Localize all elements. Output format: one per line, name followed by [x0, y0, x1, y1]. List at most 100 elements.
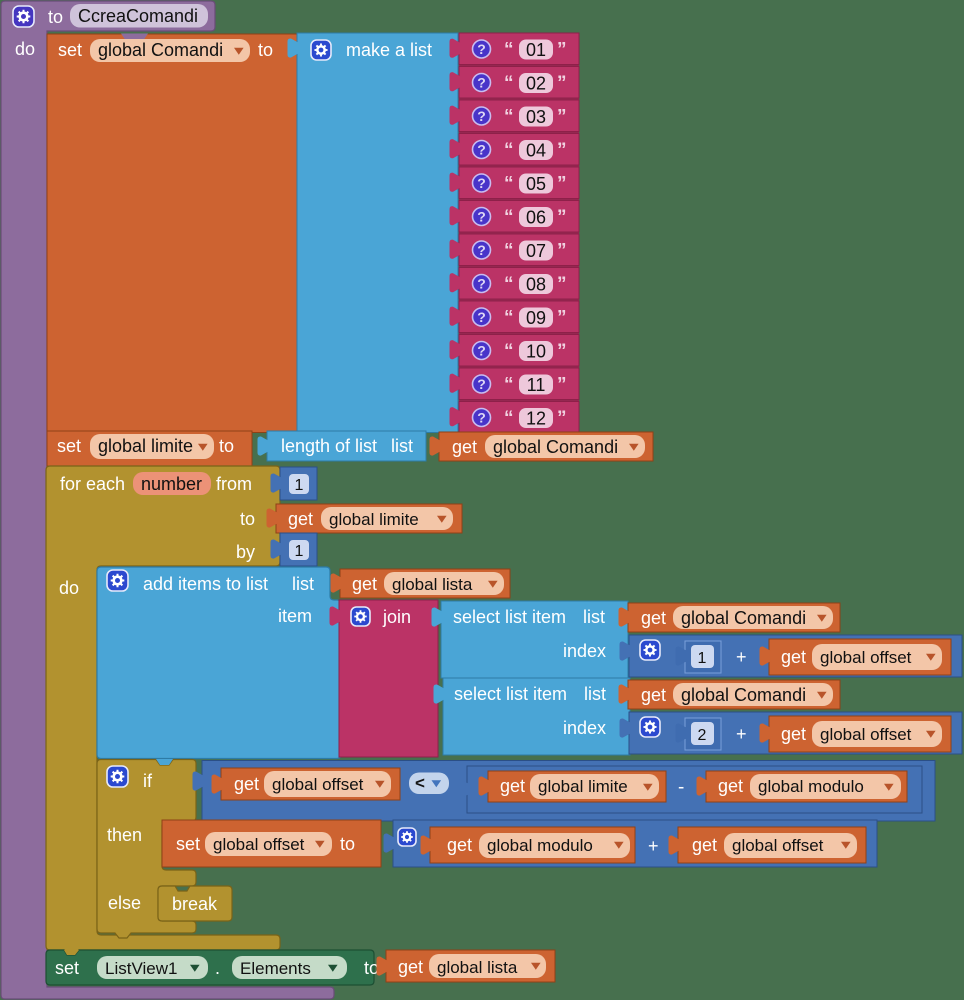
svg-text:1: 1	[295, 543, 304, 560]
svg-text:set: set	[57, 436, 81, 456]
svg-text:”: ”	[557, 274, 567, 295]
svg-text:10: 10	[526, 342, 546, 362]
svg-text:.: .	[215, 958, 220, 978]
svg-text:”: ”	[557, 207, 567, 228]
svg-text:get: get	[692, 835, 717, 855]
svg-text:global offset: global offset	[732, 836, 824, 855]
svg-text:?: ?	[477, 242, 486, 258]
svg-text:05: 05	[526, 174, 546, 194]
svg-text:get: get	[447, 835, 472, 855]
svg-text:list: list	[292, 574, 314, 594]
svg-text:index: index	[563, 718, 606, 738]
svg-text:get: get	[352, 574, 377, 594]
svg-text:06: 06	[526, 208, 546, 228]
svg-text:12: 12	[526, 409, 546, 429]
svg-text:04: 04	[526, 141, 546, 161]
svg-text:to: to	[219, 436, 234, 456]
svg-text:if: if	[143, 771, 153, 791]
svg-text:get: get	[641, 608, 666, 628]
svg-text:length of list: length of list	[281, 436, 377, 456]
svg-text:”: ”	[557, 73, 567, 94]
svg-text:?: ?	[477, 276, 486, 292]
svg-text:get: get	[234, 774, 259, 794]
svg-text:+: +	[648, 836, 659, 856]
svg-text:09: 09	[526, 308, 546, 328]
svg-text:+: +	[736, 647, 747, 667]
svg-text:?: ?	[477, 376, 486, 392]
svg-text:for each: for each	[60, 474, 125, 494]
svg-text:do: do	[59, 578, 79, 598]
svg-text:“: “	[504, 241, 514, 262]
svg-text:?: ?	[477, 343, 486, 359]
svg-text:global offset: global offset	[272, 775, 364, 794]
svg-text:11: 11	[527, 375, 546, 395]
svg-text:“: “	[504, 408, 514, 429]
svg-text:to: to	[240, 509, 255, 529]
svg-text:<: <	[415, 774, 425, 793]
svg-text:then: then	[107, 825, 142, 845]
svg-text:”: ”	[557, 40, 567, 61]
svg-text:2: 2	[698, 727, 707, 744]
svg-text:02: 02	[526, 74, 546, 94]
svg-text:”: ”	[557, 174, 567, 195]
svg-text:07: 07	[526, 241, 546, 261]
svg-text:global lista: global lista	[437, 958, 518, 977]
svg-text:item: item	[278, 606, 312, 626]
svg-text:set: set	[58, 40, 82, 60]
svg-text:from: from	[216, 474, 252, 494]
svg-text:“: “	[504, 40, 514, 61]
svg-text:get: get	[288, 509, 313, 529]
svg-text:global lista: global lista	[392, 575, 473, 594]
svg-text:“: “	[504, 375, 514, 396]
svg-text:by: by	[236, 542, 255, 562]
svg-text:get: get	[781, 647, 806, 667]
svg-text:?: ?	[477, 41, 486, 57]
svg-text:?: ?	[477, 142, 486, 158]
svg-text:number: number	[141, 474, 202, 494]
svg-text:set: set	[55, 958, 79, 978]
svg-text:ListView1: ListView1	[105, 959, 177, 978]
svg-text:+: +	[736, 724, 747, 744]
svg-text:03: 03	[526, 107, 546, 127]
svg-text:make a list: make a list	[346, 40, 432, 60]
svg-text:”: ”	[557, 308, 567, 329]
svg-text:index: index	[563, 641, 606, 661]
svg-text:global Comandi: global Comandi	[681, 608, 806, 628]
svg-text:01: 01	[526, 40, 546, 60]
svg-text:get: get	[500, 776, 525, 796]
svg-text:global offset: global offset	[820, 648, 912, 667]
svg-text:get: get	[452, 437, 477, 457]
svg-text:Elements: Elements	[240, 959, 311, 978]
svg-text:”: ”	[557, 408, 567, 429]
svg-text:global limite: global limite	[329, 510, 419, 529]
svg-text:get: get	[398, 957, 423, 977]
svg-text:“: “	[504, 207, 514, 228]
svg-text:global limite: global limite	[538, 777, 628, 796]
svg-text:join: join	[382, 607, 411, 627]
svg-text:?: ?	[477, 209, 486, 225]
svg-text:global Comandi: global Comandi	[493, 437, 618, 457]
svg-text:get: get	[641, 685, 666, 705]
svg-text:to: to	[48, 7, 63, 27]
svg-text:break: break	[172, 894, 218, 914]
svg-text:global Comandi: global Comandi	[681, 685, 806, 705]
svg-text:“: “	[504, 341, 514, 362]
svg-text:get: get	[718, 776, 743, 796]
svg-text:CcreaComandi: CcreaComandi	[78, 6, 198, 26]
svg-text:global modulo: global modulo	[487, 836, 593, 855]
svg-text:”: ”	[557, 375, 567, 396]
svg-text:“: “	[504, 308, 514, 329]
svg-text:global offset: global offset	[820, 725, 912, 744]
svg-text:?: ?	[477, 108, 486, 124]
svg-text:global Comandi: global Comandi	[98, 40, 223, 60]
svg-text:“: “	[504, 73, 514, 94]
svg-text:”: ”	[557, 341, 567, 362]
svg-text:?: ?	[477, 410, 486, 426]
svg-text:to: to	[340, 834, 355, 854]
svg-text:list: list	[583, 607, 605, 627]
svg-text:08: 08	[526, 275, 546, 295]
svg-text:“: “	[504, 174, 514, 195]
svg-text:?: ?	[477, 175, 486, 191]
svg-text:add items to list: add items to list	[143, 574, 268, 594]
svg-text:?: ?	[477, 309, 486, 325]
